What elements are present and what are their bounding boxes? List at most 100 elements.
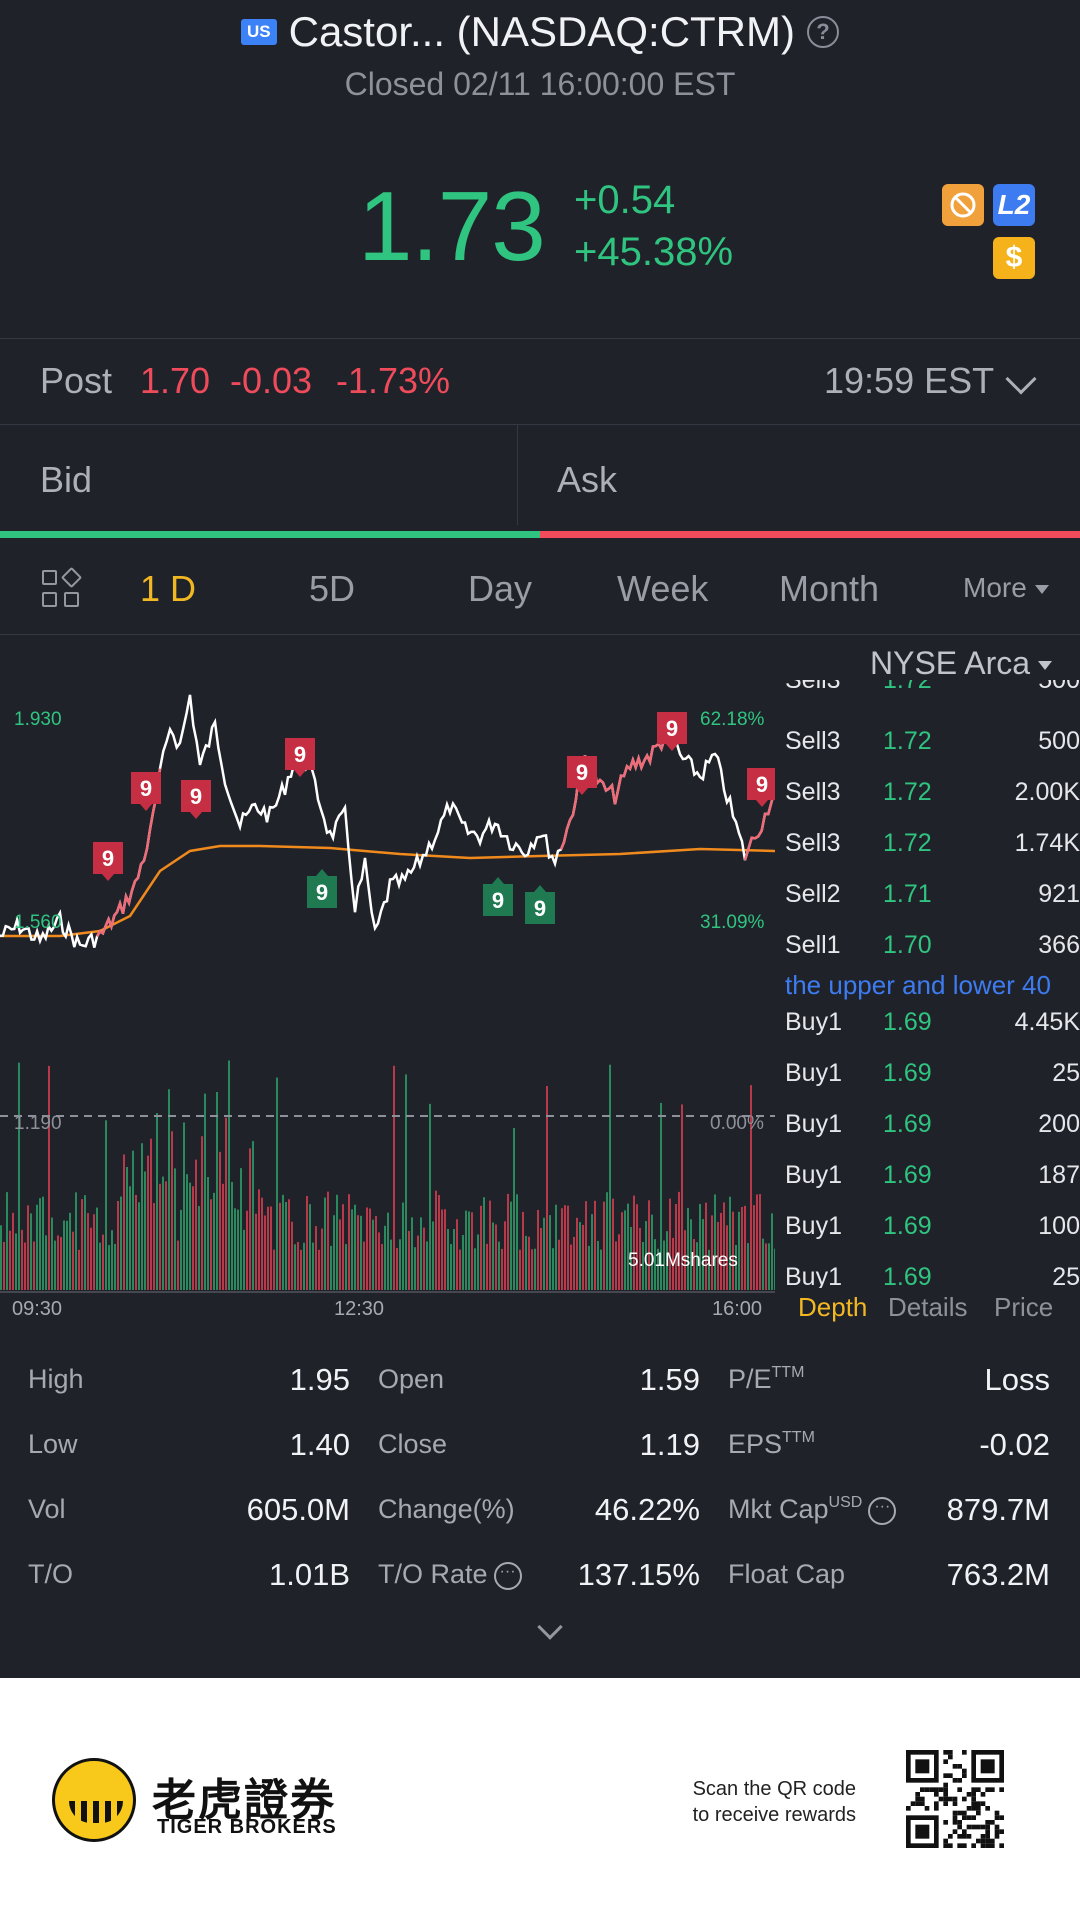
info-icon[interactable]: ··· xyxy=(868,1496,897,1525)
volume-bar xyxy=(384,1225,386,1290)
pct-low-label: 31.09% xyxy=(700,912,765,933)
volume-bar xyxy=(228,1060,230,1290)
stat-value-pe: Loss xyxy=(984,1362,1050,1397)
post-market-row[interactable]: Post 1.70 -0.03 -1.73% 19:59 EST xyxy=(0,340,1080,424)
td-signal-pointer xyxy=(756,800,768,807)
exchange-selector[interactable]: NYSE Arca xyxy=(870,645,1053,682)
volume-bar xyxy=(96,1207,98,1290)
level2-icon[interactable]: L2 xyxy=(993,184,1035,226)
book-row: Buy1 1.69 4.45K xyxy=(775,1008,1080,1048)
volume-bar xyxy=(597,1240,599,1290)
tab-day[interactable]: Day xyxy=(468,568,533,609)
volume-bar xyxy=(732,1211,734,1290)
volume-bar xyxy=(102,1234,104,1290)
volume-bar xyxy=(660,1102,662,1290)
volume-bar xyxy=(756,1194,758,1290)
volume-bar xyxy=(564,1205,566,1290)
tab-details[interactable]: Details xyxy=(888,1292,968,1322)
ask-label: Ask xyxy=(557,459,618,500)
volume-bar xyxy=(285,1202,287,1290)
volume-bar xyxy=(693,1239,695,1290)
volume-bar xyxy=(753,1205,755,1290)
info-icon[interactable]: ··· xyxy=(493,1561,522,1590)
volume-bar xyxy=(381,1244,383,1290)
volume-bar xyxy=(174,1168,176,1290)
volume-bar xyxy=(6,1192,8,1290)
layout-grid-icon[interactable] xyxy=(42,566,83,610)
intraday-chart[interactable]: 9 9 9 9 9 9 9 9 9 9 1.930 1.560 62.18% 31.09% 1.1… xyxy=(0,636,775,1308)
order-book[interactable]: Sell3 1.72 500 Sell3 1.72 500 Sell3 1.72… xyxy=(775,680,1080,1288)
volume-bar xyxy=(570,1244,572,1290)
volume-bar xyxy=(537,1209,539,1290)
volume-bar xyxy=(633,1195,635,1290)
volume-bar xyxy=(168,1089,170,1290)
volume-bar xyxy=(234,1208,236,1290)
volume-bar xyxy=(330,1245,332,1290)
volume-bar xyxy=(726,1225,728,1290)
volume-bar xyxy=(771,1213,773,1290)
volume-bar xyxy=(495,1224,497,1290)
stat-label-pe-sup: TTM xyxy=(771,1364,805,1381)
chevron-down-icon[interactable] xyxy=(1005,363,1037,395)
stat-label-eps: EPSTTM xyxy=(728,1429,815,1460)
book-row: Buy1 1.69 187 xyxy=(775,1161,1080,1201)
dollar-icon[interactable]: $ xyxy=(993,237,1035,279)
tab-more[interactable]: More xyxy=(963,572,1049,604)
stat-label-high: High xyxy=(28,1364,84,1394)
no-commission-icon[interactable] xyxy=(942,184,984,226)
volume-bar xyxy=(759,1193,761,1290)
order-book-tabs: Depth Details Price xyxy=(798,1292,1080,1326)
volume-bar xyxy=(117,1200,119,1290)
volume-bar xyxy=(345,1244,347,1290)
tab-price[interactable]: Price xyxy=(994,1292,1054,1322)
volume-bar xyxy=(519,1249,521,1290)
volume-bar xyxy=(243,1229,245,1290)
td-signal-pointer xyxy=(294,770,306,777)
td-signal-label: 9 xyxy=(492,888,504,913)
volume-bar xyxy=(648,1200,650,1290)
volume-bar xyxy=(639,1228,641,1290)
volume-bar xyxy=(210,1199,212,1290)
volume-bar xyxy=(9,1230,11,1290)
tab-week[interactable]: Week xyxy=(617,568,709,609)
book-side: Sell3 xyxy=(785,727,841,755)
volume-bar xyxy=(240,1168,242,1290)
volume-bar xyxy=(768,1243,770,1290)
volume-bar xyxy=(684,1230,686,1290)
qr-code-icon[interactable] xyxy=(906,1750,1004,1848)
time-axis-label: 16:00 xyxy=(712,1298,763,1320)
volume-bar xyxy=(141,1143,143,1290)
volume-bar xyxy=(72,1231,74,1290)
volume-bar xyxy=(360,1215,362,1290)
book-row: Buy1 1.69 200 xyxy=(775,1110,1080,1150)
exchange-label: NYSE Arca xyxy=(870,645,1031,681)
volume-bar xyxy=(183,1122,185,1290)
tab-1d[interactable]: 1 D xyxy=(140,568,197,609)
tab-month[interactable]: Month xyxy=(779,568,880,609)
volume-bar xyxy=(624,1210,626,1290)
help-icon[interactable]: ? xyxy=(807,16,839,48)
volume-bar xyxy=(192,1186,194,1290)
book-price: 1.69 xyxy=(883,1212,932,1240)
td-signal-marker xyxy=(567,756,597,788)
tab-depth[interactable]: Depth xyxy=(798,1292,868,1322)
volume-bar xyxy=(216,1091,218,1290)
stat-label-to: T/O xyxy=(28,1559,73,1589)
prev-close-label: 1.190 xyxy=(14,1113,62,1134)
volume-bar xyxy=(123,1154,125,1290)
volume-bar xyxy=(132,1150,134,1290)
volume-bar xyxy=(27,1205,29,1290)
book-side: Buy1 xyxy=(785,1110,842,1138)
volume-bar xyxy=(246,1210,248,1290)
volume-bar xyxy=(642,1241,644,1290)
td-signal-marker xyxy=(285,738,315,770)
chart-canvas: 9 9 9 9 9 9 9 9 9 9 1.930 1.560 62.18% 31.09% 1.1… xyxy=(0,694,775,1293)
volume-bar xyxy=(498,1241,500,1290)
volume-bar xyxy=(741,1207,743,1290)
volume-bar xyxy=(621,1212,623,1290)
price-line-up-segment xyxy=(743,785,775,861)
tab-5d[interactable]: 5D xyxy=(309,568,356,609)
volume-bar xyxy=(48,1065,50,1290)
volume-bar xyxy=(420,1217,422,1290)
divider xyxy=(0,338,1080,339)
